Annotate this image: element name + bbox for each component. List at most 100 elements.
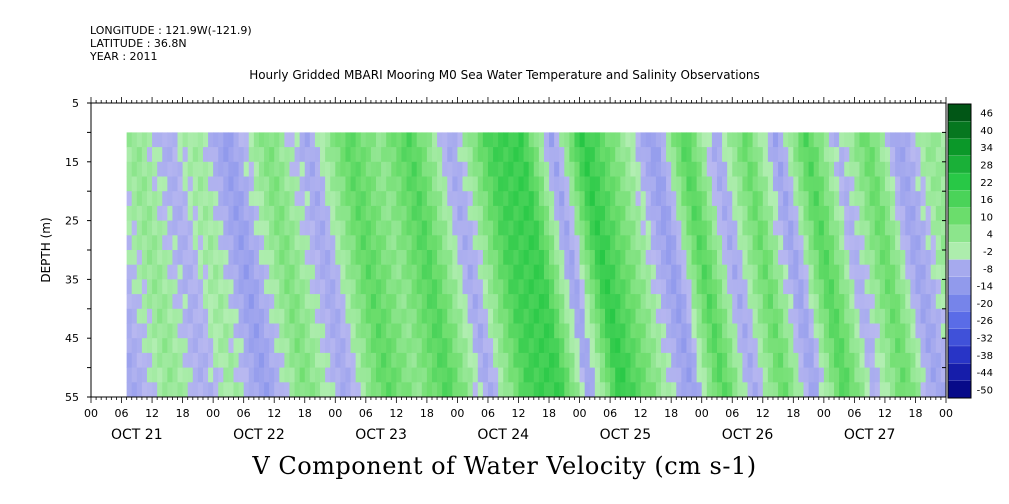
heatmap-cell <box>136 279 143 295</box>
heatmap-cell <box>508 367 514 383</box>
heatmap-cell <box>253 279 260 295</box>
heatmap-cell <box>172 264 178 280</box>
heatmap-cell <box>325 176 331 192</box>
heatmap-cell <box>650 132 657 148</box>
heatmap-cell <box>289 294 295 310</box>
heatmap-cell <box>152 191 158 207</box>
heatmap-cell <box>477 279 484 295</box>
heatmap-cell <box>610 352 616 368</box>
heatmap-cell <box>910 176 916 192</box>
heatmap-cell <box>360 205 367 221</box>
heatmap-cell <box>269 220 275 236</box>
heatmap-cell <box>187 382 194 397</box>
heatmap-cell <box>778 338 784 354</box>
heatmap-cell <box>243 161 250 177</box>
heatmap-cell <box>320 264 326 280</box>
heatmap-cell <box>493 367 499 383</box>
heatmap-cell <box>559 352 565 368</box>
heatmap-cell <box>915 323 921 339</box>
heatmap-cell <box>803 367 809 383</box>
heatmap-cell <box>172 161 178 177</box>
heatmap-cell <box>146 220 153 236</box>
heatmap-cell <box>258 352 265 368</box>
heatmap-cell <box>442 191 448 207</box>
heatmap-cell <box>136 352 143 368</box>
heatmap-cell <box>513 352 519 368</box>
heatmap-cell <box>136 147 143 163</box>
heatmap-cell <box>884 367 891 383</box>
heatmap-cell <box>146 191 153 207</box>
heatmap-cell <box>661 279 667 295</box>
heatmap-cell <box>696 279 703 295</box>
heatmap-cell <box>274 323 280 339</box>
heatmap-cell <box>661 205 667 221</box>
heatmap-cell <box>340 132 346 148</box>
heatmap-cell <box>202 250 209 266</box>
heatmap-cell <box>437 147 443 163</box>
heatmap-cell <box>671 279 677 295</box>
heatmap-cell <box>238 220 245 236</box>
heatmap-cell <box>146 367 153 383</box>
heatmap-cell <box>493 147 499 163</box>
heatmap-cell <box>895 147 901 163</box>
heatmap-cell <box>564 132 570 148</box>
heatmap-cell <box>559 323 565 339</box>
heatmap-cell <box>844 235 850 251</box>
heatmap-cell <box>905 147 911 163</box>
heatmap-cell <box>141 191 148 207</box>
heatmap-cell <box>146 147 153 163</box>
heatmap-cell <box>294 176 301 192</box>
heatmap-cell <box>279 132 285 148</box>
heatmap-cell <box>355 205 362 221</box>
heatmap-cell <box>396 250 402 266</box>
heatmap-cell <box>574 338 580 354</box>
heatmap-cell <box>594 308 601 324</box>
heatmap-cell <box>223 308 229 324</box>
heatmap-cell <box>778 308 784 324</box>
heatmap-cell <box>513 279 519 295</box>
heatmap-cell <box>274 279 280 295</box>
heatmap-cell <box>182 279 189 295</box>
heatmap-cell <box>915 161 921 177</box>
heatmap-cell <box>869 352 876 368</box>
heatmap-cell <box>879 250 886 266</box>
heatmap-cell <box>895 191 901 207</box>
heatmap-cell <box>462 132 469 148</box>
heatmap-cell <box>737 382 743 397</box>
heatmap-cell <box>818 147 825 163</box>
heatmap-cell <box>386 220 392 236</box>
heatmap-cell <box>793 382 799 397</box>
heatmap-cell <box>487 205 494 221</box>
heatmap-cell <box>187 308 194 324</box>
heatmap-cell <box>162 191 168 207</box>
heatmap-cell <box>813 147 820 163</box>
colorbar-swatch <box>948 173 971 191</box>
heatmap-cell <box>549 235 555 251</box>
heatmap-cell <box>294 323 301 339</box>
heatmap-cell <box>940 132 946 148</box>
heatmap-cell <box>523 161 530 177</box>
heatmap-cell <box>376 205 382 221</box>
heatmap-cell <box>895 338 901 354</box>
heatmap-cell <box>477 294 484 310</box>
heatmap-cell <box>650 279 657 295</box>
heatmap-cell <box>762 250 769 266</box>
heatmap-cell <box>381 161 387 177</box>
heatmap-cell <box>294 308 301 324</box>
heatmap-cell <box>350 352 357 368</box>
heatmap-cell <box>930 147 937 163</box>
heatmap-cell <box>910 338 916 354</box>
heatmap-cell <box>213 323 219 339</box>
heatmap-cell <box>202 147 209 163</box>
heatmap-cell <box>676 367 682 383</box>
heatmap-cell <box>737 205 743 221</box>
heatmap-cell <box>136 367 143 383</box>
heatmap-cell <box>605 191 611 207</box>
heatmap-cell <box>508 235 514 251</box>
heatmap-cell <box>813 382 820 397</box>
heatmap-cell <box>437 264 443 280</box>
heatmap-cell <box>431 367 438 383</box>
heatmap-cell <box>523 220 530 236</box>
heatmap-cell <box>335 132 341 148</box>
heatmap-cell <box>808 161 815 177</box>
